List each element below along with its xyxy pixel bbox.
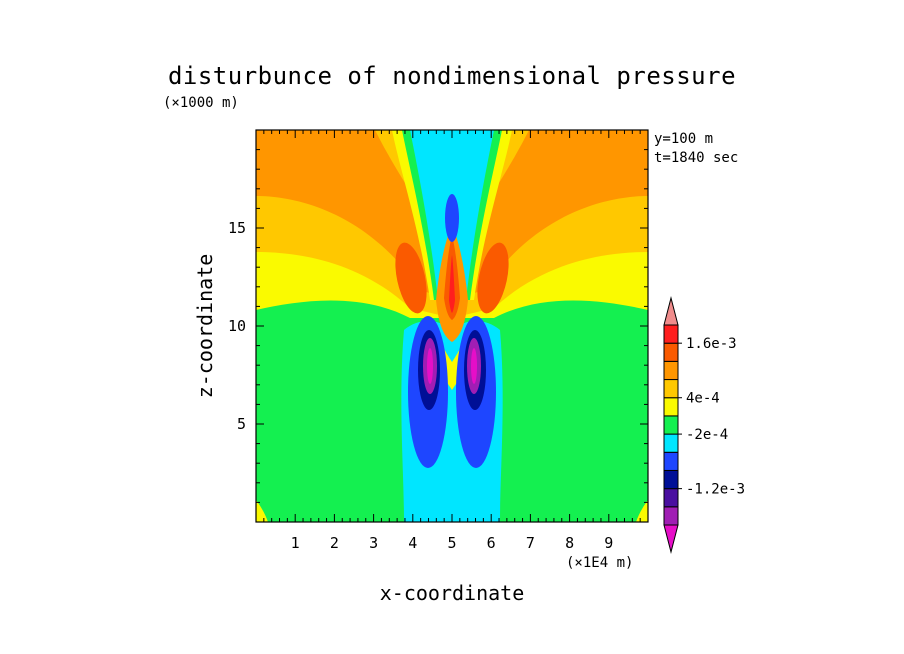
colorbar-box — [663, 397, 679, 417]
y-tick-label: 10 — [228, 317, 246, 335]
colorbar-box — [663, 433, 679, 453]
x-tick-label: 4 — [408, 534, 417, 552]
colorbar-top-triangle — [663, 296, 679, 326]
colorbar-box — [663, 342, 679, 362]
y-tick-label: 5 — [237, 415, 246, 433]
x-tick-label: 1 — [291, 534, 300, 552]
y-axis-unit: (×1000 m) — [163, 95, 239, 111]
x-tick-label: 5 — [447, 534, 456, 552]
y-tick-labels: 5 10 15 — [228, 219, 246, 433]
colorbar-label: 1.6e-3 — [686, 336, 737, 352]
x-axis-label: x-coordinate — [380, 581, 525, 605]
colorbar: 1.6e-3 4e-4 -2e-4 -1.2e-3 — [663, 296, 745, 554]
field-left-negative-core — [427, 348, 433, 384]
colorbar-box — [663, 324, 679, 344]
x-tick-label: 8 — [565, 534, 574, 552]
field-right-lobe — [477, 242, 509, 314]
colorbar-label: 4e-4 — [686, 391, 720, 407]
field-top-blue-streak — [445, 194, 459, 242]
colorbar-box — [663, 379, 679, 399]
colorbar-box — [663, 360, 679, 381]
colorbar-box — [663, 451, 679, 471]
x-tick-label: 9 — [604, 534, 613, 552]
colorbar-box — [663, 488, 679, 508]
colorbar-box — [663, 469, 679, 490]
annotation-y-position: y=100 m — [654, 131, 713, 147]
chart-title: disturbunce of nondimensional pressure — [168, 62, 736, 90]
contour-field — [256, 130, 648, 522]
x-tick-labels: 1 2 3 4 5 6 7 8 9 — [291, 534, 614, 552]
x-tick-label: 6 — [487, 534, 496, 552]
x-tick-label: 2 — [330, 534, 339, 552]
axis-ticks — [255, 129, 649, 523]
colorbar-bottom-triangle — [663, 524, 679, 554]
colorbar-box — [663, 506, 679, 526]
field-left-lobe — [395, 242, 427, 314]
y-tick-label: 15 — [228, 219, 246, 237]
x-axis-unit: (×1E4 m) — [566, 555, 633, 571]
colorbar-label: -1.2e-3 — [686, 482, 745, 498]
field-corner-right — [636, 500, 648, 522]
x-tick-label: 3 — [369, 534, 378, 552]
field-right-negative-core — [471, 348, 477, 384]
field-corner-left — [256, 500, 268, 522]
annotation-time: t=1840 sec — [654, 150, 738, 166]
field-central-core-inner — [449, 255, 455, 313]
colorbar-box — [663, 415, 679, 435]
x-tick-label: 7 — [526, 534, 535, 552]
y-axis-label: z-coordinate — [193, 254, 217, 399]
colorbar-label: -2e-4 — [686, 427, 728, 443]
